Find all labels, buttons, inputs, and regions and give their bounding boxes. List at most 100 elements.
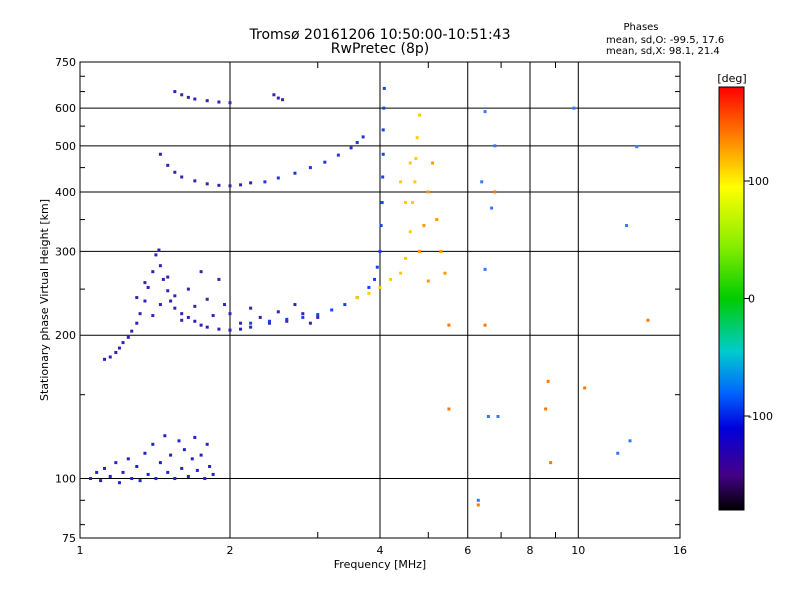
data-point [431, 161, 435, 165]
data-point [211, 314, 215, 318]
y-tick-label: 200 [55, 329, 76, 342]
data-point [89, 477, 93, 481]
x-tick-label: 1 [77, 544, 84, 557]
data-point [135, 296, 139, 300]
data-point [490, 206, 494, 210]
y-tick-label: 300 [55, 245, 76, 258]
data-point [211, 472, 215, 476]
data-point [199, 323, 203, 327]
data-point [173, 90, 177, 94]
data-point [408, 230, 412, 234]
data-point [135, 321, 139, 325]
data-point [403, 256, 407, 260]
data-points [89, 86, 650, 507]
data-point [399, 180, 403, 184]
data-point [249, 325, 253, 329]
data-point [158, 152, 162, 156]
grid-lines [80, 62, 680, 538]
data-point [193, 435, 197, 439]
data-point [415, 136, 419, 140]
x-tick-label: 4 [377, 544, 384, 557]
data-point [138, 479, 142, 483]
data-point [493, 144, 497, 148]
data-point [323, 160, 327, 164]
data-point [151, 314, 155, 318]
data-point [99, 479, 103, 483]
data-point [628, 439, 632, 443]
data-point [180, 312, 184, 316]
data-point [281, 98, 285, 102]
data-point [186, 474, 190, 478]
data-point [625, 224, 629, 228]
data-point [135, 464, 139, 468]
data-point [480, 180, 484, 184]
data-point [199, 270, 203, 274]
data-point [146, 472, 150, 476]
data-point [308, 321, 312, 325]
x-tick-label: 10 [571, 544, 585, 557]
data-point [163, 434, 167, 438]
data-point [193, 179, 197, 183]
colorbar [718, 86, 745, 511]
data-point [193, 304, 197, 308]
data-point [616, 451, 620, 455]
x-tick-label: 8 [527, 544, 534, 557]
data-point [373, 277, 377, 281]
y-tick-label: 600 [55, 102, 76, 115]
data-point [355, 296, 359, 300]
data-point [117, 346, 121, 350]
data-point [190, 457, 194, 461]
data-point [158, 303, 162, 307]
data-point [546, 379, 550, 383]
data-point [285, 319, 289, 323]
data-point [336, 153, 340, 157]
data-point [301, 315, 305, 319]
colorbar-tick-label: 0 [748, 293, 755, 306]
chart-subtitle: RwPretec (8p) [331, 41, 429, 57]
data-point [493, 190, 497, 194]
data-point [476, 498, 480, 502]
data-point [439, 249, 443, 253]
data-point [285, 317, 289, 321]
data-point [349, 146, 353, 150]
data-point [239, 327, 243, 331]
data-point [239, 183, 243, 187]
data-point [158, 264, 162, 268]
data-point [186, 95, 190, 99]
data-point [249, 321, 253, 325]
stats-title: Phases [623, 22, 658, 33]
data-point [151, 442, 155, 446]
data-point [173, 294, 177, 298]
data-point [272, 93, 276, 97]
data-point [146, 285, 150, 289]
data-point [403, 201, 407, 205]
data-point [413, 180, 417, 184]
data-point [258, 315, 262, 319]
data-point [208, 464, 212, 468]
data-point [228, 184, 232, 188]
data-point [276, 176, 280, 180]
data-point [263, 180, 267, 184]
x-tick-label: 16 [673, 544, 687, 557]
data-point [426, 279, 430, 283]
stats-x-line: mean, sd,X: 98.1, 21.4 [606, 46, 720, 57]
data-point [182, 448, 186, 452]
data-point [228, 312, 232, 316]
data-point [476, 503, 480, 507]
data-point [408, 161, 412, 165]
data-point [382, 106, 386, 110]
data-point [157, 248, 161, 252]
data-point [193, 319, 197, 323]
data-point [367, 285, 371, 289]
data-point [447, 407, 451, 411]
data-point [217, 277, 221, 281]
data-point [399, 271, 403, 275]
data-point [205, 442, 209, 446]
data-point [117, 481, 121, 485]
data-point [130, 477, 134, 481]
data-point [166, 470, 170, 474]
data-point [483, 267, 487, 271]
data-point [180, 466, 184, 470]
data-point [103, 466, 107, 470]
data-point [414, 157, 418, 161]
